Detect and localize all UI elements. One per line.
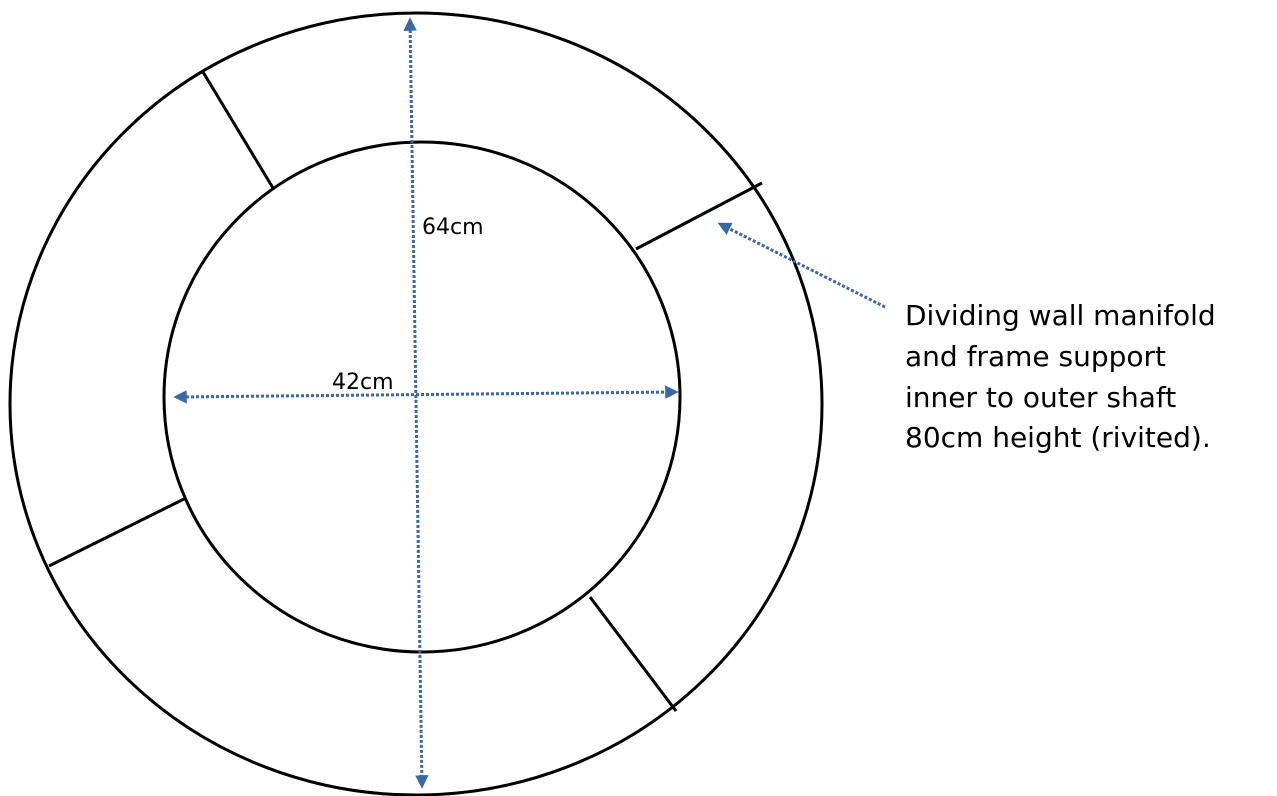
width-label: 42cm: [332, 370, 394, 395]
height-arrow: [403, 17, 429, 789]
dividing-wall: [635, 181, 763, 251]
annotation-line: 80cm height (rivited).: [905, 421, 1211, 454]
annotation-line: inner to outer shaft: [905, 381, 1176, 414]
dividing-wall: [48, 497, 185, 568]
annotation-arrow: [717, 222, 886, 309]
annotation-line: Dividing wall manifold: [905, 299, 1216, 332]
outer-shaft: [8, 11, 824, 796]
dividing-wall: [588, 596, 678, 712]
annotation-line: and frame support: [905, 340, 1166, 373]
dividing-wall: [201, 71, 275, 189]
height-label: 64cm: [422, 215, 484, 240]
width-arrow: [173, 385, 679, 404]
